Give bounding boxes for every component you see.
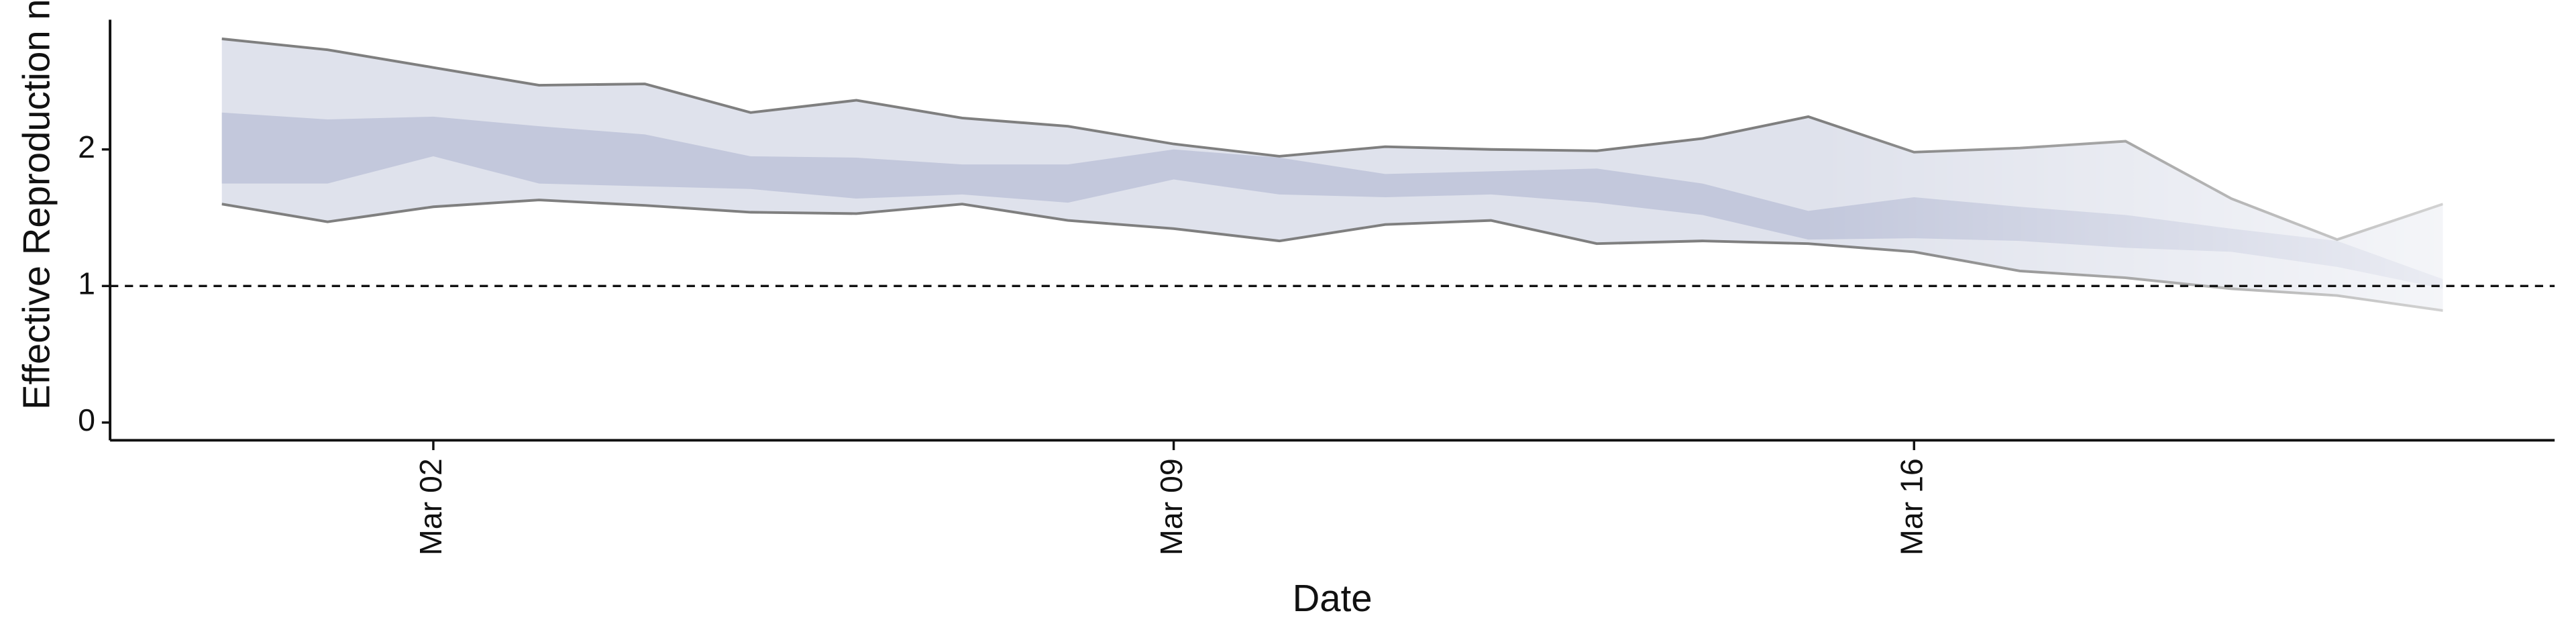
band-upper-line <box>221 37 2444 241</box>
x-tick-label: Mar 02 <box>413 458 448 555</box>
y-tick-label: 0 <box>78 402 95 437</box>
band-lower-line <box>221 199 2443 312</box>
y-tick-label: 2 <box>78 129 95 164</box>
band-area <box>221 112 2443 289</box>
y-axis-label: Effective Reproduction no <box>15 0 58 410</box>
plot-area <box>221 37 2444 312</box>
x-tick-label: Mar 16 <box>1894 458 1929 555</box>
x-tick-label: Mar 09 <box>1154 458 1189 555</box>
y-tick-label: 1 <box>78 266 95 301</box>
x-axis-label: Date <box>1293 577 1373 619</box>
